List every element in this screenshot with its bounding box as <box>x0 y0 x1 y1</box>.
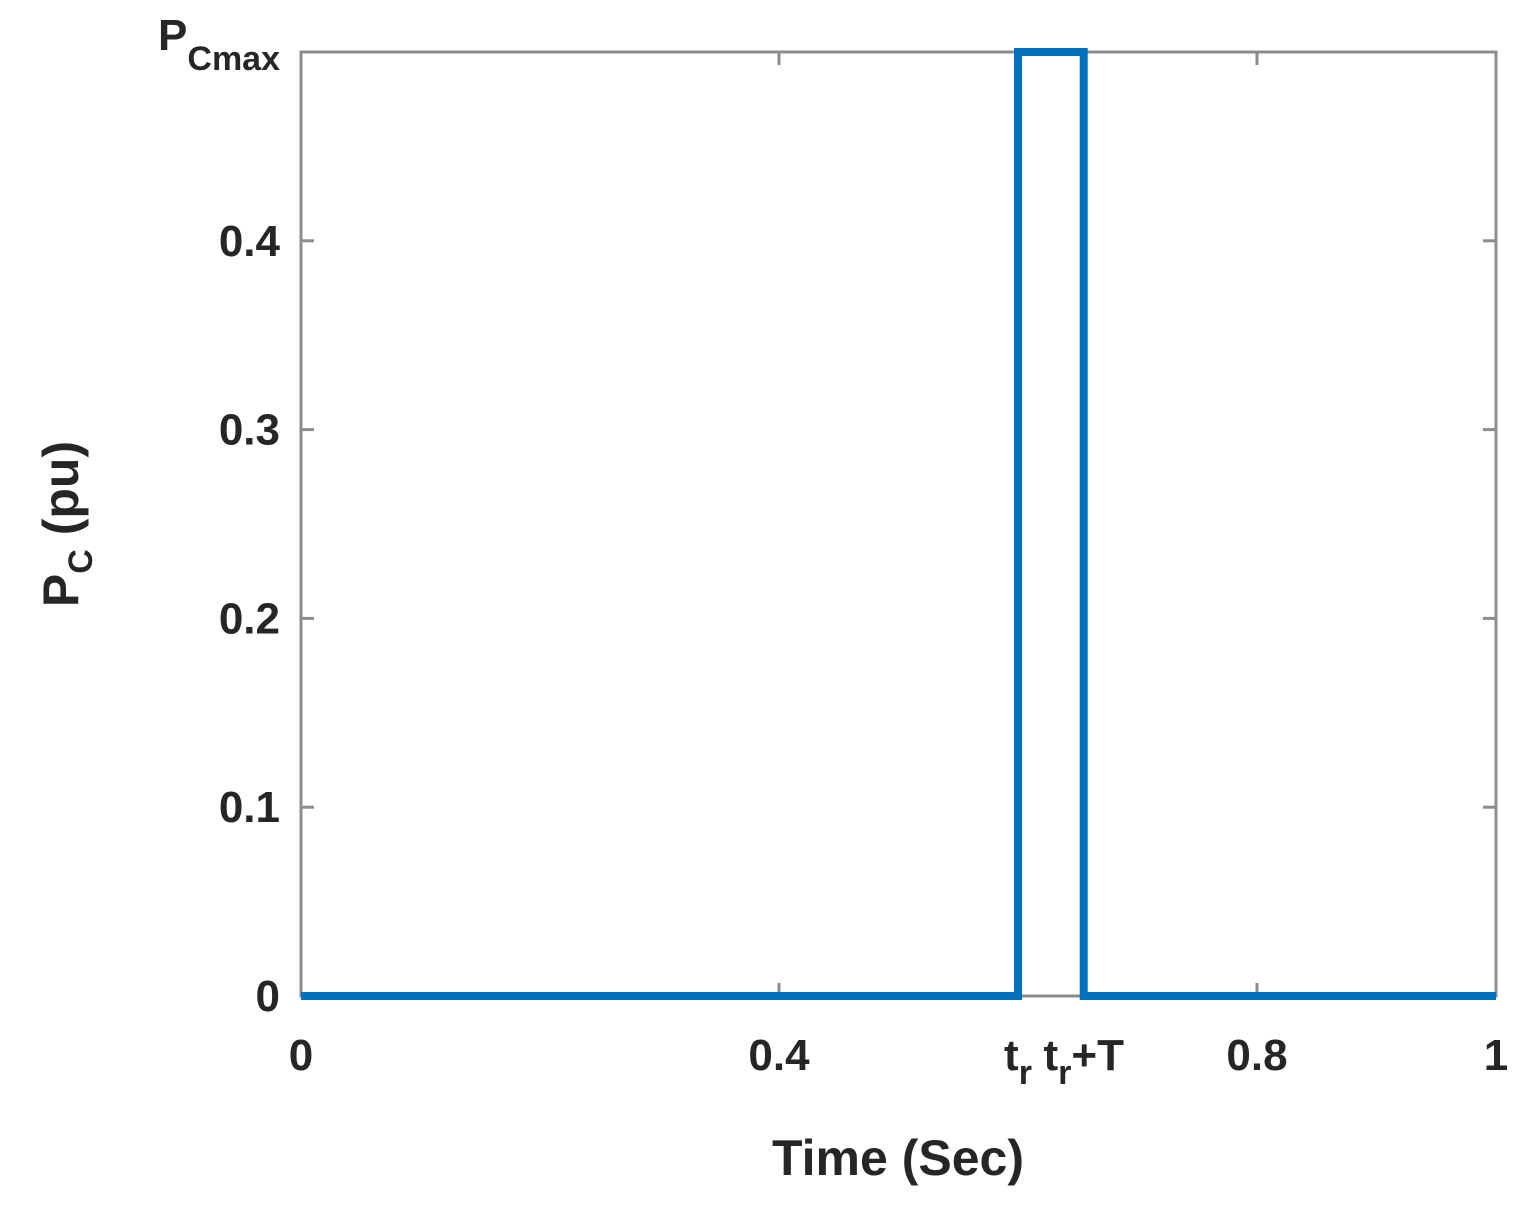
y-tick-label-main: 0.1 <box>219 783 280 832</box>
y-tick-label: 0.2 <box>219 594 280 643</box>
y-tick-label-main: 0.2 <box>219 594 280 643</box>
y-tick-label-main: 0 <box>256 972 280 1021</box>
x-tick-label: 1 <box>1484 1031 1508 1080</box>
y-axis-title-suffix: (pu) <box>33 441 89 549</box>
y-axis-ticks: 0 0.1 0.2 0.3 0.4 PCmax <box>158 11 1496 1021</box>
x-tick-label-main: 0.4 <box>748 1031 810 1080</box>
x-tick-label: 0.8 <box>1226 1031 1287 1080</box>
series-line <box>301 48 1496 1000</box>
x-tick-label-main: t <box>1043 1031 1058 1080</box>
x-tick-label-main: 0.8 <box>1226 1031 1287 1080</box>
x-tick-label: 0 <box>289 1031 313 1080</box>
y-tick-label-main: 0.3 <box>219 406 280 455</box>
y-tick-label-main: 0.4 <box>219 217 281 266</box>
x-tick-label: tr <box>1004 1031 1032 1092</box>
y-tick-label: 0.3 <box>219 406 280 455</box>
y-tick-label: 0.4 <box>219 217 281 266</box>
x-tick-label-main: 1 <box>1484 1031 1508 1080</box>
y-axis-title: PC (pu) <box>33 441 100 607</box>
x-tick-label-main: 0 <box>289 1031 313 1080</box>
y-tick-label: 0 <box>256 972 280 1021</box>
y-axis-title-main: P <box>33 574 89 607</box>
x-tick-label-subscript: r <box>1058 1054 1071 1092</box>
x-tick-label: 0.4 <box>748 1031 810 1080</box>
y-axis-title-subscript: C <box>62 549 100 574</box>
x-tick-label-main: t <box>1004 1031 1019 1080</box>
plot-area <box>299 50 1498 998</box>
y-tick-label-main: P <box>158 11 187 60</box>
x-tick-label: tr+T <box>1043 1031 1124 1092</box>
x-tick-label-suffix: +T <box>1071 1031 1124 1080</box>
y-tick-label: PCmax <box>158 11 280 78</box>
y-tick-label-subscript: Cmax <box>187 40 280 78</box>
x-tick-label-subscript: r <box>1019 1054 1032 1092</box>
x-axis-title: Time (Sec) <box>772 1130 1024 1186</box>
y-tick-label: 0.1 <box>219 783 280 832</box>
series-layer <box>301 48 1496 1000</box>
x-axis-ticks: 0 0.4 tr tr+T 0.8 1 <box>289 52 1508 1092</box>
